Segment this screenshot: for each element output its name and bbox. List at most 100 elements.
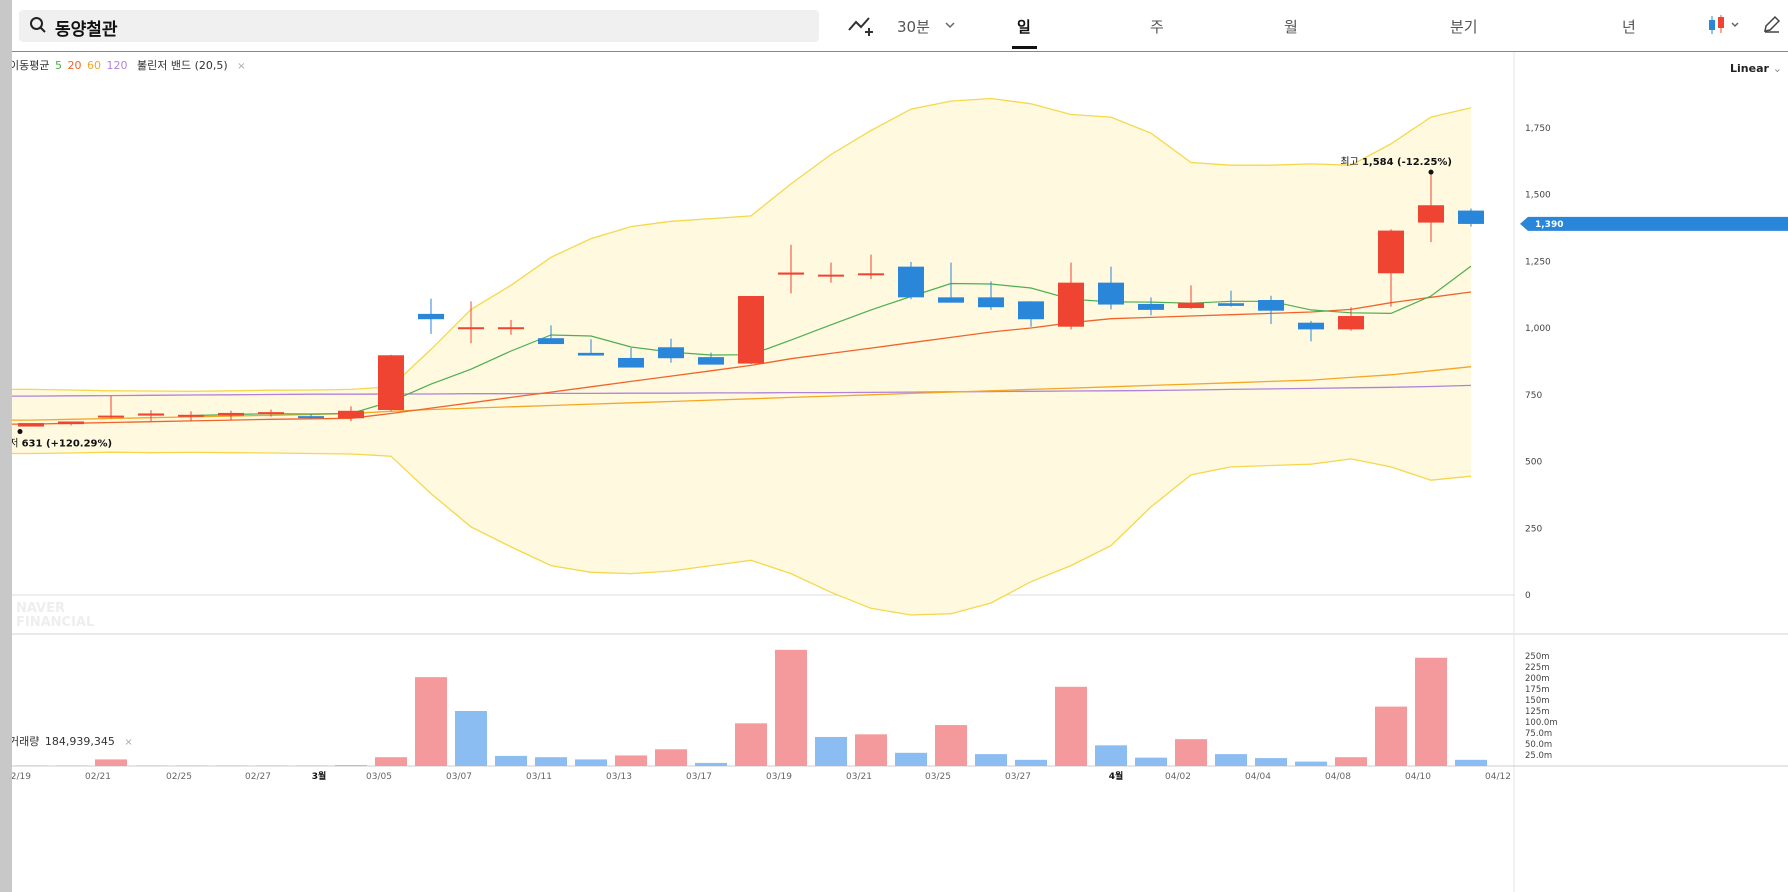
candle-body[interactable]: [1018, 301, 1044, 320]
candle-body[interactable]: [1418, 205, 1444, 223]
x-tick-label: 3월: [312, 770, 327, 782]
candle-body[interactable]: [1058, 282, 1084, 327]
tab-30min[interactable]: 30분: [897, 18, 930, 36]
volume-bar[interactable]: [1255, 758, 1287, 766]
volume-bar[interactable]: [1095, 745, 1127, 766]
candle-body[interactable]: [1378, 230, 1404, 274]
candle-body[interactable]: [1138, 304, 1164, 310]
candle-body[interactable]: [58, 421, 84, 425]
candle-body[interactable]: [978, 297, 1004, 308]
tab-year[interactable]: 년: [1622, 18, 1636, 36]
volume-bar[interactable]: [1375, 706, 1407, 766]
volume-bar[interactable]: [495, 755, 527, 766]
tab-quarter[interactable]: 분기: [1450, 18, 1478, 36]
candle-body[interactable]: [1458, 210, 1484, 224]
volume-bar[interactable]: [375, 757, 407, 766]
volume-bar[interactable]: [935, 725, 967, 766]
candle-body[interactable]: [578, 352, 604, 356]
candle-body[interactable]: [818, 274, 844, 277]
tab-day[interactable]: 일: [1017, 18, 1031, 36]
volume-bar[interactable]: [855, 734, 887, 766]
volume-tick-label: 225m: [1525, 663, 1550, 673]
scale-mode-select[interactable]: Linear ⌄: [1730, 62, 1782, 75]
candle-body[interactable]: [338, 410, 364, 419]
ma-legend[interactable]: 이동평균 5 20 60 120 ×: [12, 57, 147, 73]
candle-body[interactable]: [138, 413, 164, 416]
candle-body[interactable]: [1098, 282, 1124, 305]
candle-body[interactable]: [178, 414, 204, 417]
x-tick-label: 02/21: [85, 772, 111, 782]
bollinger-lower-line: [12, 451, 1472, 616]
x-tick-label: 03/27: [1005, 772, 1031, 782]
volume-bar[interactable]: [335, 765, 367, 766]
bb-legend[interactable]: 볼린저 밴드 (20,5) ×: [137, 57, 248, 73]
candle-body[interactable]: [1338, 316, 1364, 330]
volume-bar[interactable]: [1055, 686, 1087, 766]
volume-bar[interactable]: [895, 752, 927, 766]
ma-legend-label: 이동평균: [12, 59, 50, 72]
volume-bar[interactable]: [775, 649, 807, 766]
add-indicator-icon[interactable]: [847, 14, 875, 36]
candle-body[interactable]: [898, 266, 924, 298]
candle-body[interactable]: [738, 296, 764, 364]
volume-bar[interactable]: [455, 711, 487, 766]
candle-body[interactable]: [938, 297, 964, 303]
candle-body[interactable]: [698, 357, 724, 365]
candle-body[interactable]: [18, 423, 44, 427]
price-tick-label: 1,250: [1525, 257, 1551, 267]
stock-search-box[interactable]: 동양철관: [19, 10, 819, 42]
volume-bar[interactable]: [1295, 761, 1327, 766]
candle-body[interactable]: [858, 273, 884, 276]
candle-body[interactable]: [218, 412, 244, 416]
candle-body[interactable]: [298, 416, 324, 419]
volume-bar[interactable]: [1415, 657, 1447, 766]
volume-bar[interactable]: [1335, 757, 1367, 766]
volume-bar[interactable]: [575, 759, 607, 766]
volume-tick-label: 125m: [1525, 707, 1550, 717]
pencil-icon[interactable]: [1762, 14, 1782, 34]
tab-week[interactable]: 주: [1150, 18, 1164, 36]
candle-body[interactable]: [418, 313, 444, 320]
volume-bar[interactable]: [1135, 757, 1167, 766]
candle-body[interactable]: [778, 272, 804, 275]
candle-body[interactable]: [498, 327, 524, 330]
candle-type-icon[interactable]: [1707, 14, 1743, 36]
volume-bar[interactable]: [975, 754, 1007, 766]
bb-legend-close-icon[interactable]: ×: [237, 61, 246, 72]
volume-bar[interactable]: [415, 677, 447, 766]
x-tick-label: 04/12: [1485, 772, 1511, 782]
candle-body[interactable]: [618, 357, 644, 368]
candle-body[interactable]: [98, 415, 124, 418]
candle-body[interactable]: [658, 347, 684, 359]
volume-bar[interactable]: [815, 736, 847, 766]
volume-total: 184,939,345: [44, 735, 115, 748]
volume-bar[interactable]: [615, 755, 647, 766]
ma5-line: [190, 265, 1472, 417]
candle-body[interactable]: [1298, 322, 1324, 330]
volume-bar[interactable]: [535, 757, 567, 766]
volume-bar[interactable]: [1215, 754, 1247, 766]
chevron-down-icon[interactable]: [945, 21, 955, 29]
ma-legend-close-icon[interactable]: ×: [136, 61, 146, 72]
volume-bar[interactable]: [695, 762, 727, 766]
ma20-line: [12, 291, 1472, 425]
volume-bar[interactable]: [1015, 759, 1047, 766]
volume-bar[interactable]: [735, 723, 767, 766]
volume-legend-close-icon[interactable]: ×: [124, 737, 133, 748]
candle-body[interactable]: [1258, 300, 1284, 311]
candle-body[interactable]: [378, 355, 404, 410]
volume-bar[interactable]: [1175, 739, 1207, 766]
volume-bar[interactable]: [95, 759, 127, 766]
volume-bar[interactable]: [655, 749, 687, 766]
candle-body[interactable]: [1178, 302, 1204, 309]
x-tick-label: 03/17: [686, 772, 712, 782]
price-tick-label: 0: [1525, 591, 1531, 601]
tab-month[interactable]: 월: [1284, 18, 1298, 36]
candle-body[interactable]: [458, 327, 484, 330]
volume-bar[interactable]: [1455, 759, 1487, 766]
price-tick-label: 250: [1525, 524, 1542, 534]
candle-body[interactable]: [1218, 303, 1244, 306]
candle-body[interactable]: [258, 412, 284, 415]
candle-body[interactable]: [538, 338, 564, 345]
